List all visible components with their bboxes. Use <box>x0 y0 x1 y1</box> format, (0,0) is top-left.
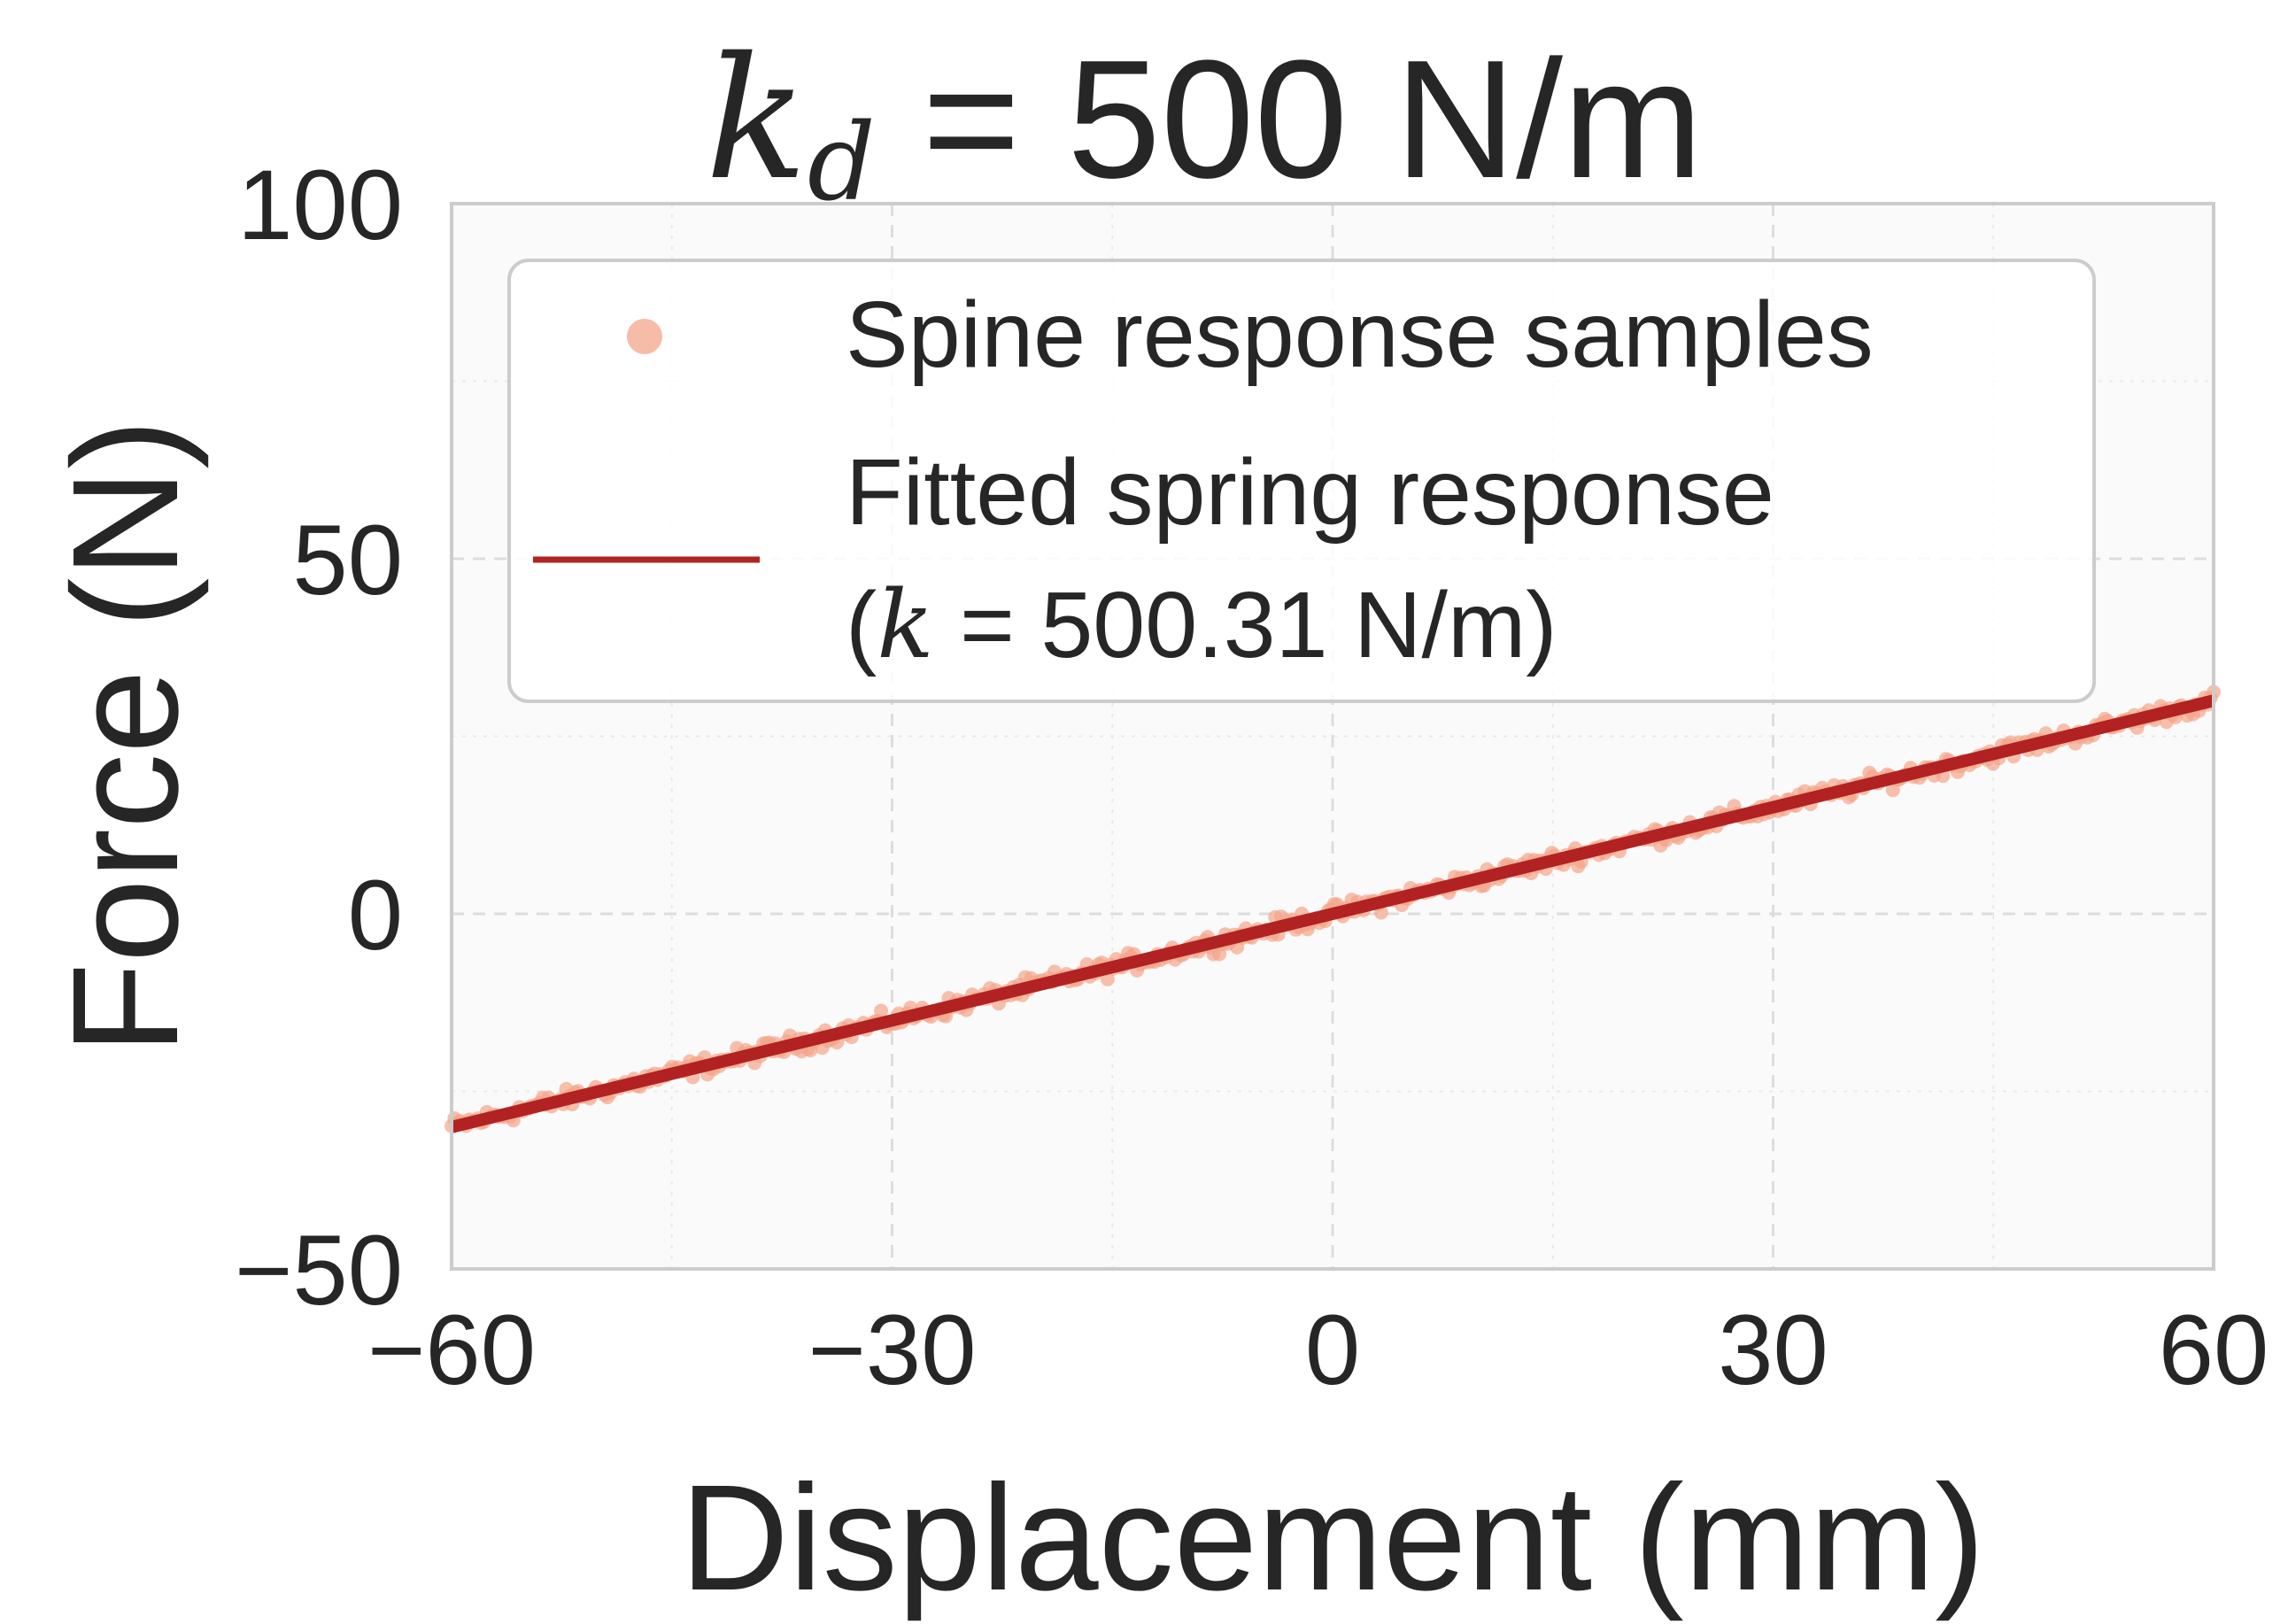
title-rest: = 500 N/m <box>876 26 1704 213</box>
chart-title: kd = 500 N/m <box>706 21 1704 225</box>
legend-label-fit-line2: (k = 500.31 N/m) <box>846 570 1558 679</box>
legend-fit-open: ( <box>846 573 877 677</box>
legend: Spine response samples Fitted spring res… <box>507 259 2096 703</box>
fit-line <box>450 694 2215 1133</box>
y-tick-labels: −50 0 50 100 <box>235 150 403 1326</box>
y-tick-label: 0 <box>348 860 403 971</box>
legend-box <box>507 259 2096 703</box>
sample-point <box>1100 971 1115 986</box>
x-tick-label: 60 <box>2159 1295 2269 1405</box>
x-tick-label: 30 <box>1718 1295 1828 1405</box>
fit-line-series <box>450 694 2215 1133</box>
legend-scatter-marker <box>627 319 662 354</box>
x-tick-labels: −60 −30 0 30 60 <box>367 1295 2269 1405</box>
y-axis-label: Force (N) <box>42 419 210 1055</box>
x-tick-label: −60 <box>367 1295 536 1405</box>
x-axis-label: Displacement (mm) <box>680 1454 1985 1622</box>
plot-frame <box>450 202 2215 1271</box>
y-tick-label: 50 <box>292 505 403 615</box>
y-tick-label: 100 <box>237 150 403 260</box>
legend-fit-rest: = 500.31 N/m) <box>934 573 1558 677</box>
x-tick-label: 0 <box>1305 1295 1360 1405</box>
legend-label-fit-line1: Fitted spring response <box>846 440 1774 545</box>
x-tick-label: −30 <box>808 1295 977 1405</box>
legend-fit-symbol: k <box>877 570 933 679</box>
y-tick-label: −50 <box>235 1215 403 1326</box>
sample-point <box>874 1003 889 1018</box>
title-symbol: k <box>706 21 808 217</box>
legend-label-samples: Spine response samples <box>846 282 1874 387</box>
